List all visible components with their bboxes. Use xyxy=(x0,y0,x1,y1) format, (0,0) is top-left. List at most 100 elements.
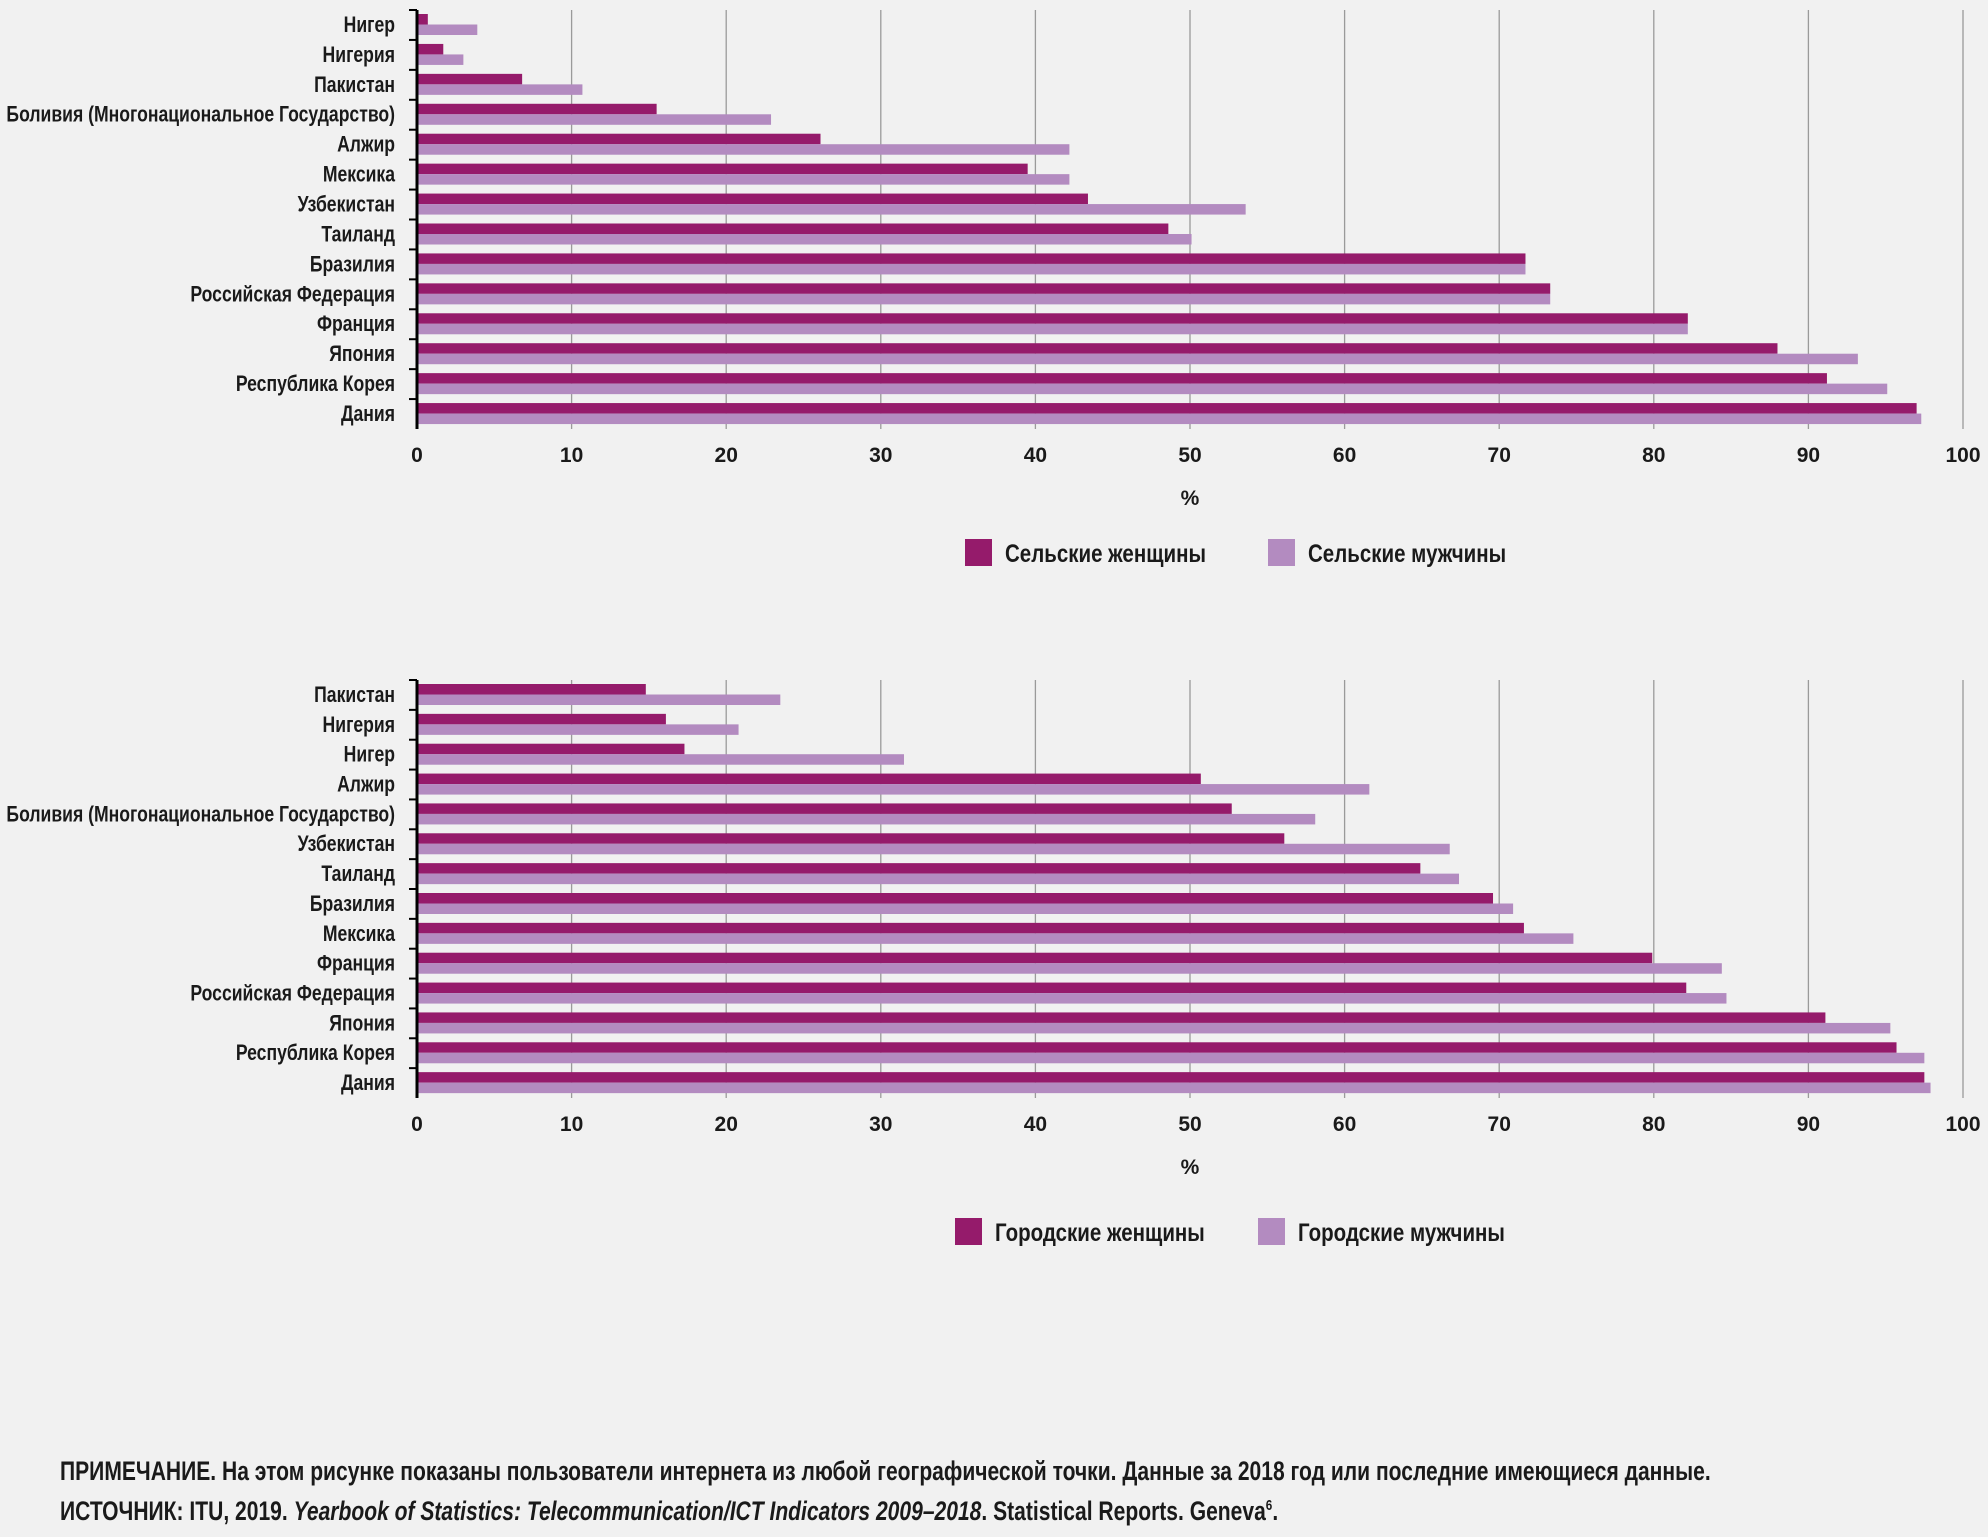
category-label: Российская Федерация xyxy=(190,982,395,1006)
bar-women xyxy=(417,833,1285,844)
category-label: Республика Корея xyxy=(236,372,395,396)
bar-men xyxy=(417,204,1246,215)
bar-men xyxy=(417,1052,1925,1064)
bar-women xyxy=(417,253,1526,264)
bar-women xyxy=(417,73,523,85)
x-tick-label: 80 xyxy=(1642,444,1665,467)
source-title: Yearbook of Statistics: Telecommunicatio… xyxy=(293,1496,982,1526)
category-label: Российская Федерация xyxy=(190,283,395,307)
x-tick-label: 80 xyxy=(1642,1113,1665,1136)
bar-women xyxy=(417,313,1688,324)
bar-men xyxy=(417,54,464,65)
bar-women xyxy=(417,922,1524,934)
bar-men xyxy=(417,84,583,95)
source-suffix: . Statistical Reports. Geneva xyxy=(981,1496,1266,1526)
category-label: Франция xyxy=(317,952,395,976)
bar-men xyxy=(417,293,1551,305)
category-label: Таиланд xyxy=(321,862,395,886)
legend-label: Городские мужчины xyxy=(1298,1218,1505,1246)
bar-men xyxy=(417,1022,1891,1034)
note-text: ПРИМЕЧАНИЕ. На этом рисунке показаны пол… xyxy=(60,1456,1711,1486)
source-end: . xyxy=(1272,1496,1279,1526)
category-label: Япония xyxy=(329,1012,395,1036)
x-tick-label: 90 xyxy=(1797,444,1820,467)
bar-men xyxy=(417,993,1727,1004)
footnote-source: ИСТОЧНИК: ITU, 2019. Yearbook of Statist… xyxy=(60,1496,1278,1527)
bar-men xyxy=(417,114,772,125)
bar-men xyxy=(417,903,1514,914)
bar-men xyxy=(417,933,1574,944)
legend-swatch xyxy=(965,539,992,566)
bar-men xyxy=(417,323,1688,335)
category-label: Узбекистан xyxy=(298,193,395,217)
bar-men xyxy=(417,784,1370,795)
category-label: Пакистан xyxy=(314,73,395,97)
x-tick-label: 50 xyxy=(1178,444,1201,467)
category-label: Бразилия xyxy=(310,892,395,916)
x-tick-label: 60 xyxy=(1333,1113,1356,1136)
source-prefix: ИСТОЧНИК: ITU, 2019. xyxy=(60,1496,294,1526)
x-axis-label: % xyxy=(1181,487,1200,510)
bar-women xyxy=(417,982,1687,994)
x-tick-label: 20 xyxy=(715,1113,738,1136)
bar-men xyxy=(417,963,1722,974)
legend-label: Сельские женщины xyxy=(1005,539,1206,567)
bar-women xyxy=(417,1012,1826,1023)
category-label: Республика Корея xyxy=(236,1041,395,1065)
bar-women xyxy=(417,743,685,755)
bar-men xyxy=(417,263,1526,275)
bar-women xyxy=(417,803,1232,814)
bar-men xyxy=(417,174,1070,185)
x-tick-label: 100 xyxy=(1945,1113,1980,1136)
source-sup: 6 xyxy=(1265,1497,1273,1514)
bar-women xyxy=(417,952,1653,964)
bar-women xyxy=(417,193,1088,205)
legend-swatch xyxy=(1258,1218,1285,1245)
bar-men xyxy=(417,694,781,705)
bar-men xyxy=(417,843,1450,855)
bar-men xyxy=(417,24,478,35)
category-label: Бразилия xyxy=(310,253,395,277)
x-tick-label: 40 xyxy=(1024,444,1047,467)
category-label: Узбекистан xyxy=(298,832,395,856)
x-tick-label: 30 xyxy=(869,1113,892,1136)
x-tick-label: 60 xyxy=(1333,444,1356,467)
x-tick-label: 70 xyxy=(1488,444,1511,467)
bar-women xyxy=(417,373,1827,384)
bar-men xyxy=(417,413,1922,425)
legend-label: Городские женщины xyxy=(995,1218,1205,1246)
bar-women xyxy=(417,1072,1925,1083)
bar-women xyxy=(417,103,657,115)
bar-women xyxy=(417,283,1551,294)
bar-women xyxy=(417,713,666,725)
x-tick-label: 0 xyxy=(411,444,423,467)
footnote-note: ПРИМЕЧАНИЕ. На этом рисунке показаны пол… xyxy=(60,1456,1711,1487)
x-tick-label: 40 xyxy=(1024,1113,1047,1136)
category-label: Нигерия xyxy=(323,713,395,737)
category-label: Боливия (Многонациональное Государство) xyxy=(6,103,395,127)
category-label: Алжир xyxy=(337,773,395,797)
legend-swatch xyxy=(1268,539,1295,566)
bar-men xyxy=(417,724,739,735)
bar-women xyxy=(417,403,1917,414)
bar-men xyxy=(417,234,1192,245)
bar-women xyxy=(417,893,1494,904)
x-tick-label: 70 xyxy=(1488,1113,1511,1136)
legend-label: Сельские мужчины xyxy=(1308,539,1506,567)
x-tick-label: 50 xyxy=(1178,1113,1201,1136)
bar-men xyxy=(417,1082,1931,1094)
bar-women xyxy=(417,163,1028,175)
bar-men xyxy=(417,353,1858,365)
bar-women xyxy=(417,684,646,695)
category-label: Франция xyxy=(317,312,395,336)
x-axis-label: % xyxy=(1181,1156,1200,1179)
bar-women xyxy=(417,43,444,55)
bar-women xyxy=(417,223,1169,234)
x-tick-label: 30 xyxy=(869,444,892,467)
category-label: Нигерия xyxy=(323,43,395,67)
x-tick-label: 10 xyxy=(560,1113,583,1136)
bar-men xyxy=(417,813,1316,825)
category-label: Пакистан xyxy=(314,683,395,707)
category-label: Боливия (Многонациональное Государство) xyxy=(6,803,395,827)
